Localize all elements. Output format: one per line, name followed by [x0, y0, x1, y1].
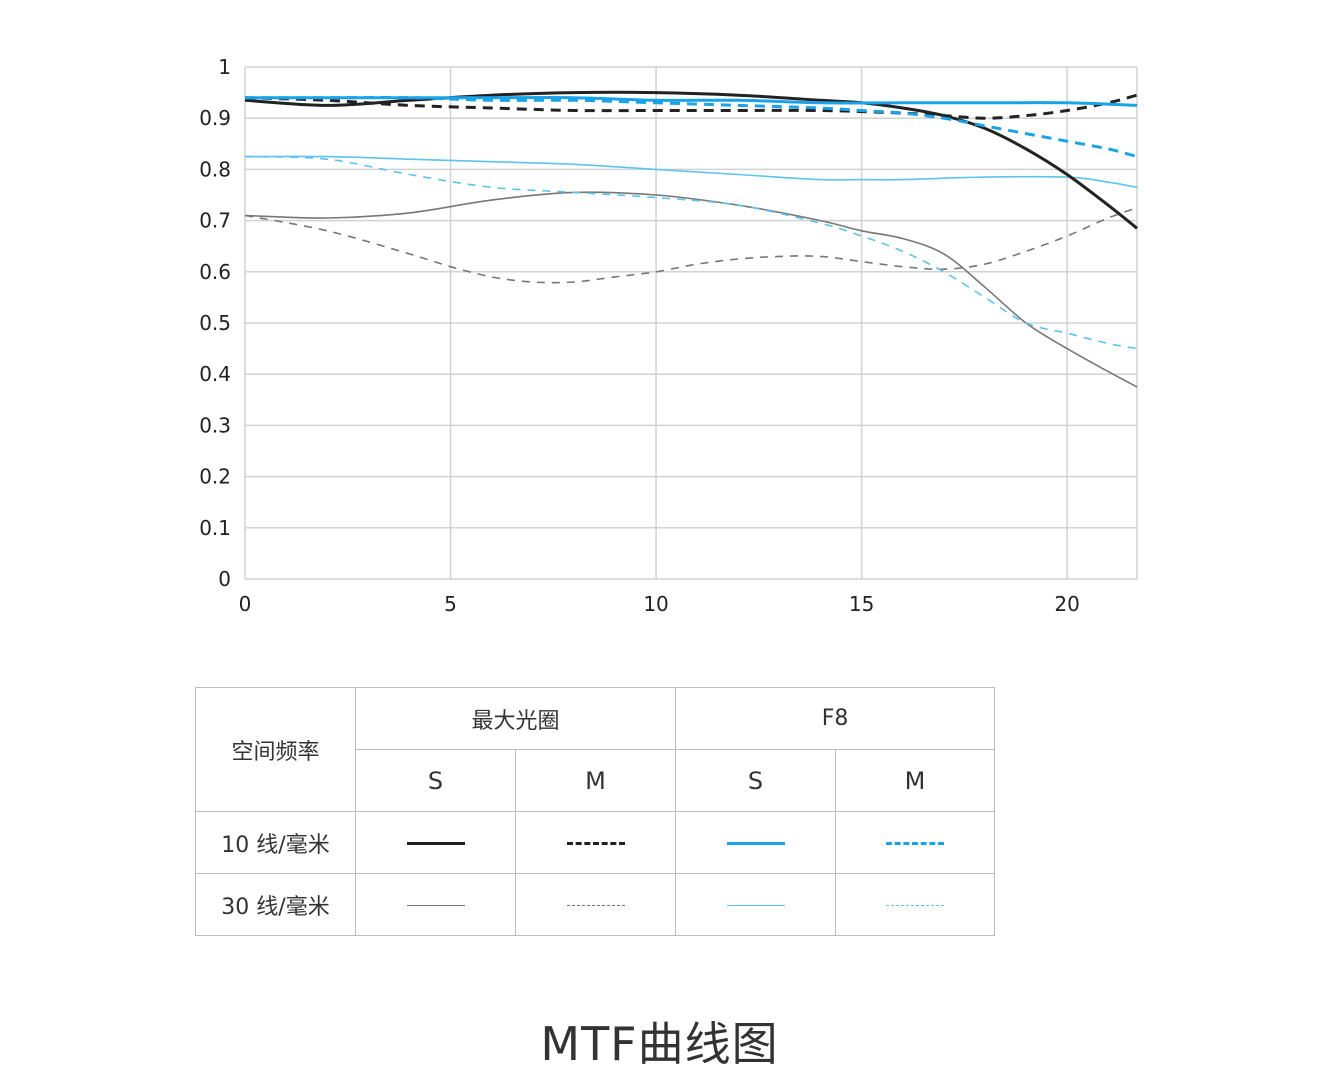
- chart-caption: MTF曲线图: [540, 1017, 779, 1071]
- x-tick-label: 0: [239, 592, 252, 616]
- chart-grid: [244, 66, 1138, 580]
- y-tick-label: 0.6: [199, 260, 231, 284]
- x-tick-label: 20: [1054, 592, 1079, 616]
- series-line-f8_m30: [244, 155, 1138, 350]
- series-line-f8_m10: [245, 96, 1138, 159]
- y-tick-label: 0.3: [199, 413, 231, 437]
- legend-header-f8-m: M: [835, 749, 996, 812]
- series-line-f8_s30: [244, 155, 1138, 189]
- series-line-max_m10: [244, 93, 1138, 120]
- legend-header-spatial-frequency: 空间频率: [195, 687, 356, 812]
- y-tick-label: 0.1: [199, 516, 231, 540]
- swatch-max-s30: [406, 904, 465, 906]
- y-tick-label: 1: [218, 55, 231, 79]
- swatch-max-m10: [566, 841, 625, 845]
- chart-series: [244, 90, 1138, 388]
- legend-header-max-aperture: 最大光圈: [354, 687, 677, 750]
- swatch-f8-m30: [886, 904, 945, 906]
- legend-header-f8: F8: [675, 687, 996, 750]
- y-tick-label: 0.9: [199, 106, 231, 130]
- legend-header-max-m: M: [514, 749, 677, 812]
- series-line-max_s30: [244, 191, 1138, 388]
- y-tick-label: 0.7: [199, 209, 231, 233]
- x-tick-label: 10: [643, 592, 668, 616]
- y-tick-label: 0.4: [199, 362, 231, 386]
- mtf-legend-table: 空间频率 最大光圈 F8 S M S M 10 线/毫米 30 线/毫米: [195, 687, 996, 936]
- y-tick-label: 0.2: [199, 465, 231, 489]
- legend-header-f8-s: S: [675, 749, 837, 812]
- swatch-f8-m10: [886, 841, 945, 845]
- x-tick-label: 15: [849, 592, 874, 616]
- y-tick-label: 0: [218, 567, 231, 591]
- swatch-max-s10: [406, 841, 465, 845]
- y-tick-label: 0.8: [199, 157, 231, 181]
- legend-row-10lp: 10 线/毫米: [195, 811, 356, 874]
- legend-header-max-s: S: [355, 749, 516, 812]
- swatch-f8-s10: [726, 841, 785, 845]
- swatch-f8-s30: [726, 904, 785, 906]
- mtf-chart: 00.10.20.30.40.50.60.70.80.910 5 10 15 20: [199, 55, 1138, 616]
- x-tick-label: 5: [444, 592, 457, 616]
- y-tick-label: 0.5: [199, 311, 231, 335]
- chart-ticks: 00.10.20.30.40.50.60.70.80.910 5 10 15 20: [199, 55, 1080, 616]
- series-line-max_m30: [244, 207, 1138, 284]
- series-line-max_s10: [244, 90, 1138, 230]
- legend-row-30lp: 30 线/毫米: [195, 873, 356, 936]
- swatch-max-m30: [566, 904, 625, 906]
